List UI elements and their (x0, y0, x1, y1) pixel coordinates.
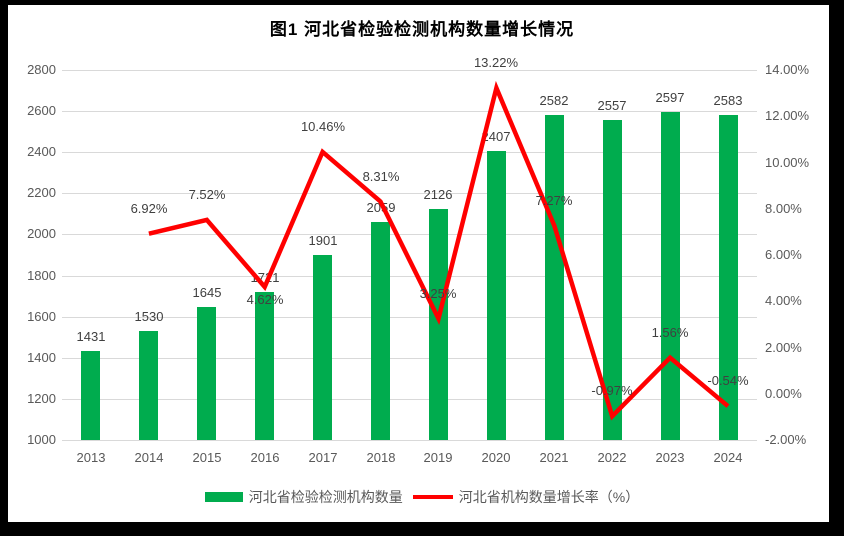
x-axis-label: 2023 (655, 450, 685, 465)
gridline (62, 358, 757, 359)
bar-value-label: 2126 (423, 187, 453, 202)
growth-rate-label: 7.27% (535, 193, 573, 208)
bar-2018 (371, 222, 390, 440)
y-axis-right-tick: 14.00% (765, 62, 810, 77)
y-axis-right-tick: -2.00% (765, 432, 807, 447)
bar-value-label: 2583 (713, 93, 743, 108)
y-axis-left-tick: 2800 (27, 62, 56, 77)
x-axis-label: 2024 (713, 450, 743, 465)
chart-title: 图1 河北省检验检测机构数量增长情况 (269, 20, 575, 39)
growth-rate-label: 13.22% (473, 55, 519, 70)
x-axis-label: 2020 (481, 450, 511, 465)
y-axis-left-tick: 2000 (27, 226, 56, 241)
x-axis-label: 2021 (539, 450, 569, 465)
legend-line-label: 河北省机构数量增长率（%） (458, 489, 640, 505)
legend-bar-swatch-icon (204, 492, 243, 502)
bar-value-label: 2059 (366, 200, 396, 215)
growth-rate-label: 1.56% (651, 325, 689, 340)
growth-rate-label: 6.92% (130, 201, 168, 216)
gridline (62, 70, 757, 71)
x-axis-label: 2016 (250, 450, 280, 465)
y-axis-right-tick: 6.00% (765, 247, 802, 262)
gridline (62, 399, 757, 400)
y-axis-right-tick: 8.00% (765, 201, 802, 216)
x-axis-label: 2022 (597, 450, 627, 465)
bar-2024 (719, 115, 738, 440)
legend-bar-label: 河北省检验检测机构数量 (248, 489, 403, 505)
growth-rate-label: 4.62% (246, 292, 284, 307)
bar-2015 (197, 307, 216, 440)
growth-rate-label: -0.54% (707, 373, 749, 388)
x-axis-label: 2019 (423, 450, 453, 465)
x-axis-label: 2017 (308, 450, 338, 465)
gridline (62, 111, 757, 112)
x-axis-label: 2013 (76, 450, 106, 465)
growth-rate-label: 10.46% (300, 119, 346, 134)
bar-2020 (487, 151, 506, 440)
bar-2023 (661, 112, 680, 440)
growth-rate-label: 7.52% (188, 187, 226, 202)
y-axis-left-tick: 2200 (27, 185, 56, 200)
bar-value-label: 1645 (192, 285, 222, 300)
bar-value-label: 2582 (539, 93, 569, 108)
y-axis-right-tick: 4.00% (765, 293, 802, 308)
y-axis-left-tick: 2600 (27, 103, 56, 118)
y-axis-left-tick: 1400 (27, 350, 56, 365)
bar-2016 (255, 292, 274, 440)
bar-2019 (429, 209, 448, 440)
bar-value-label: 1530 (134, 309, 164, 324)
y-axis-left-tick: 2400 (27, 144, 56, 159)
y-axis-left-tick: 1200 (27, 391, 56, 406)
x-axis-label: 2014 (134, 450, 164, 465)
bar-2021 (545, 115, 564, 440)
gridline (62, 234, 757, 235)
growth-rate-label: 8.31% (362, 169, 400, 184)
bar-value-label: 2557 (597, 98, 627, 113)
bar-value-label: 1721 (250, 270, 280, 285)
bar-2013 (81, 351, 100, 440)
x-axis-label: 2015 (192, 450, 222, 465)
growth-rate-label: -0.97% (591, 383, 633, 398)
bar-value-label: 2407 (481, 129, 511, 144)
bar-value-label: 2597 (655, 90, 685, 105)
y-axis-left-tick: 1000 (27, 432, 56, 447)
y-axis-right-tick: 10.00% (765, 155, 810, 170)
bar-value-label: 1431 (76, 329, 106, 344)
bar-value-label: 1901 (308, 233, 338, 248)
growth-rate-label: 3.25% (419, 286, 457, 301)
y-axis-left-tick: 1800 (27, 268, 56, 283)
y-axis-right-tick: 0.00% (765, 386, 802, 401)
gridline (62, 440, 757, 441)
y-axis-right-tick: 2.00% (765, 340, 802, 355)
y-axis-left-tick: 1600 (27, 309, 56, 324)
bar-2014 (139, 331, 158, 440)
x-axis-label: 2018 (366, 450, 396, 465)
bar-2017 (313, 255, 332, 440)
gridline (62, 276, 757, 277)
y-axis-right-tick: 12.00% (765, 108, 810, 123)
gridline (62, 152, 757, 153)
legend-line-swatch-icon (412, 495, 453, 499)
legend: 河北省检验检测机构数量 河北省机构数量增长率（%） (0, 487, 844, 507)
